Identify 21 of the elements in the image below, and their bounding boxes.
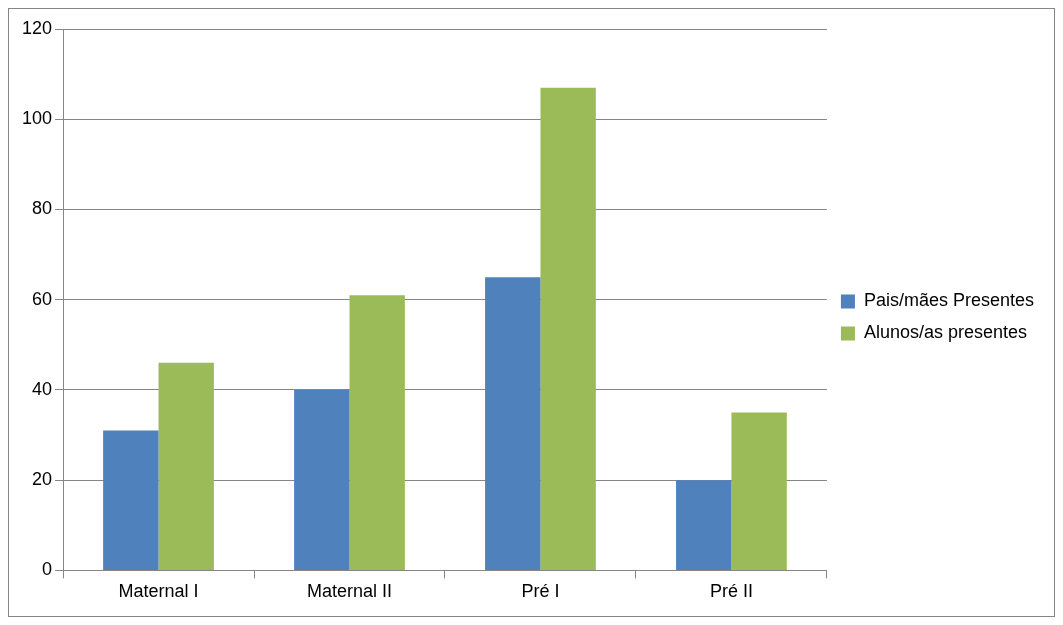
bar — [294, 389, 350, 570]
x-tick-label: Maternal I — [118, 581, 199, 602]
x-tick-label: Maternal II — [306, 581, 393, 602]
bar — [103, 430, 159, 570]
y-tick-label: 40 — [32, 378, 53, 399]
bar — [540, 87, 596, 570]
y-tick-label: 120 — [21, 17, 53, 38]
y-tick-label: 60 — [32, 288, 53, 309]
y-tick-label: 100 — [21, 108, 53, 129]
bar — [731, 412, 787, 570]
bar — [485, 277, 541, 570]
legend-label: Alunos/as presentes — [863, 322, 1028, 343]
y-tick-label: 20 — [32, 469, 53, 490]
legend-label: Pais/mães Presentes — [863, 290, 1034, 311]
x-tick-label: Pré II — [709, 581, 753, 602]
bar — [676, 480, 732, 570]
y-tick-label: 80 — [32, 198, 53, 219]
bar — [158, 362, 214, 570]
x-tick-label: Pré I — [521, 581, 560, 602]
bar — [349, 295, 405, 570]
y-tick-label: 0 — [42, 559, 53, 580]
